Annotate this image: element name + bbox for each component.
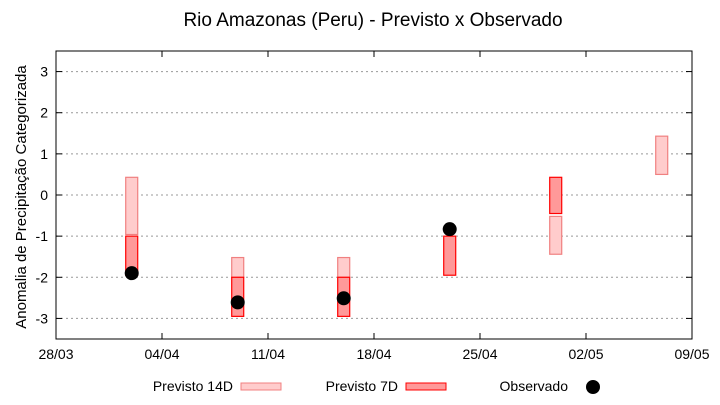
legend-label: Previsto 14D (153, 378, 233, 394)
y-axis-label: Anomalia de Precipitação Categorizada (13, 65, 30, 329)
x-tick-label: 25/04 (462, 346, 497, 362)
legend-swatch (240, 382, 282, 391)
forecast-bar-14d (337, 256, 351, 278)
legend-label: Observado (500, 378, 569, 394)
legend-label: Previsto 7D (326, 378, 398, 394)
forecast-bar-7d (549, 176, 563, 215)
y-tick-label: 3 (40, 64, 48, 80)
x-tick-label: 28/03 (38, 346, 73, 362)
forecast-bar-14d (549, 215, 563, 255)
x-tick-label: 02/05 (568, 346, 603, 362)
x-tick-label: 18/04 (356, 346, 391, 362)
observed-point (124, 266, 139, 281)
chart-title: Rio Amazonas (Peru) - Previsto x Observa… (183, 10, 562, 31)
y-tick-label: 0 (40, 187, 48, 203)
x-tick-label: 09/05 (674, 346, 709, 362)
forecast-bar-7d (443, 235, 457, 276)
observed-point (442, 222, 457, 237)
y-tick-label: -1 (36, 228, 49, 244)
observed-point (230, 295, 245, 310)
y-tick-label: -2 (36, 269, 49, 285)
y-tick-label: 1 (40, 146, 48, 162)
forecast-bar-14d (655, 135, 669, 176)
observed-point (336, 291, 351, 306)
legend: Previsto 14D Previsto 7D Observado (153, 378, 600, 394)
x-tick-label: 04/04 (144, 346, 179, 362)
legend-swatch (586, 380, 600, 394)
forecast-bar-14d (231, 256, 245, 278)
legend-swatch (405, 382, 447, 391)
y-tick-label: -3 (36, 310, 49, 326)
forecast-bar-14d (125, 176, 139, 236)
x-tick-label: 11/04 (251, 346, 285, 362)
y-tick-label: 2 (40, 105, 48, 121)
